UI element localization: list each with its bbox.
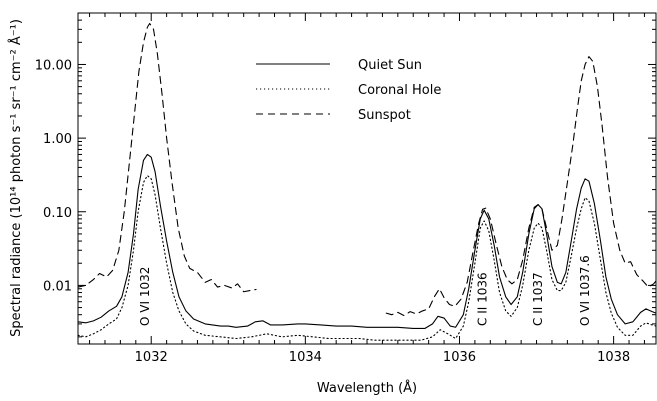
x-tick-label: 1034: [289, 350, 322, 365]
line-label: O VI 1037.6: [578, 255, 592, 326]
x-axis-title: Wavelength (Å): [317, 380, 417, 396]
x-tick-label: 1038: [597, 350, 630, 365]
series-coronal-hole: [77, 175, 657, 341]
line-label: C II 1036: [476, 272, 490, 326]
series-sunspot: [385, 56, 657, 317]
y-tick-label: 0.10: [43, 206, 72, 221]
x-tick-label: 1036: [443, 350, 476, 365]
plot-frame: [77, 12, 657, 345]
y-tick-label: 0.01: [43, 279, 72, 294]
axis-ticks: 1032 1034 1036 1038 0.01 0.10 1.00 10.00: [35, 12, 656, 365]
y-tick-label: 10.00: [35, 58, 72, 73]
line-label: O VI 1032: [138, 267, 152, 326]
legend: Quiet Sun Coronal Hole Sunspot: [256, 58, 441, 123]
y-tick-label: 1.00: [43, 132, 72, 147]
legend-label: Coronal Hole: [358, 83, 441, 98]
legend-label: Sunspot: [358, 108, 411, 123]
x-tick-label: 1032: [135, 350, 168, 365]
line-label: C II 1037: [531, 272, 545, 326]
series-quiet-sun: [77, 153, 657, 330]
legend-label: Quiet Sun: [358, 58, 422, 73]
line-annotations: O VI 1032 C II 1036 C II 1037 O VI 1037.6: [138, 255, 592, 326]
y-axis-title: Spectral radiance (10¹⁴ photon s⁻¹ sr⁻¹ …: [8, 19, 24, 337]
series-lines: [77, 22, 657, 341]
